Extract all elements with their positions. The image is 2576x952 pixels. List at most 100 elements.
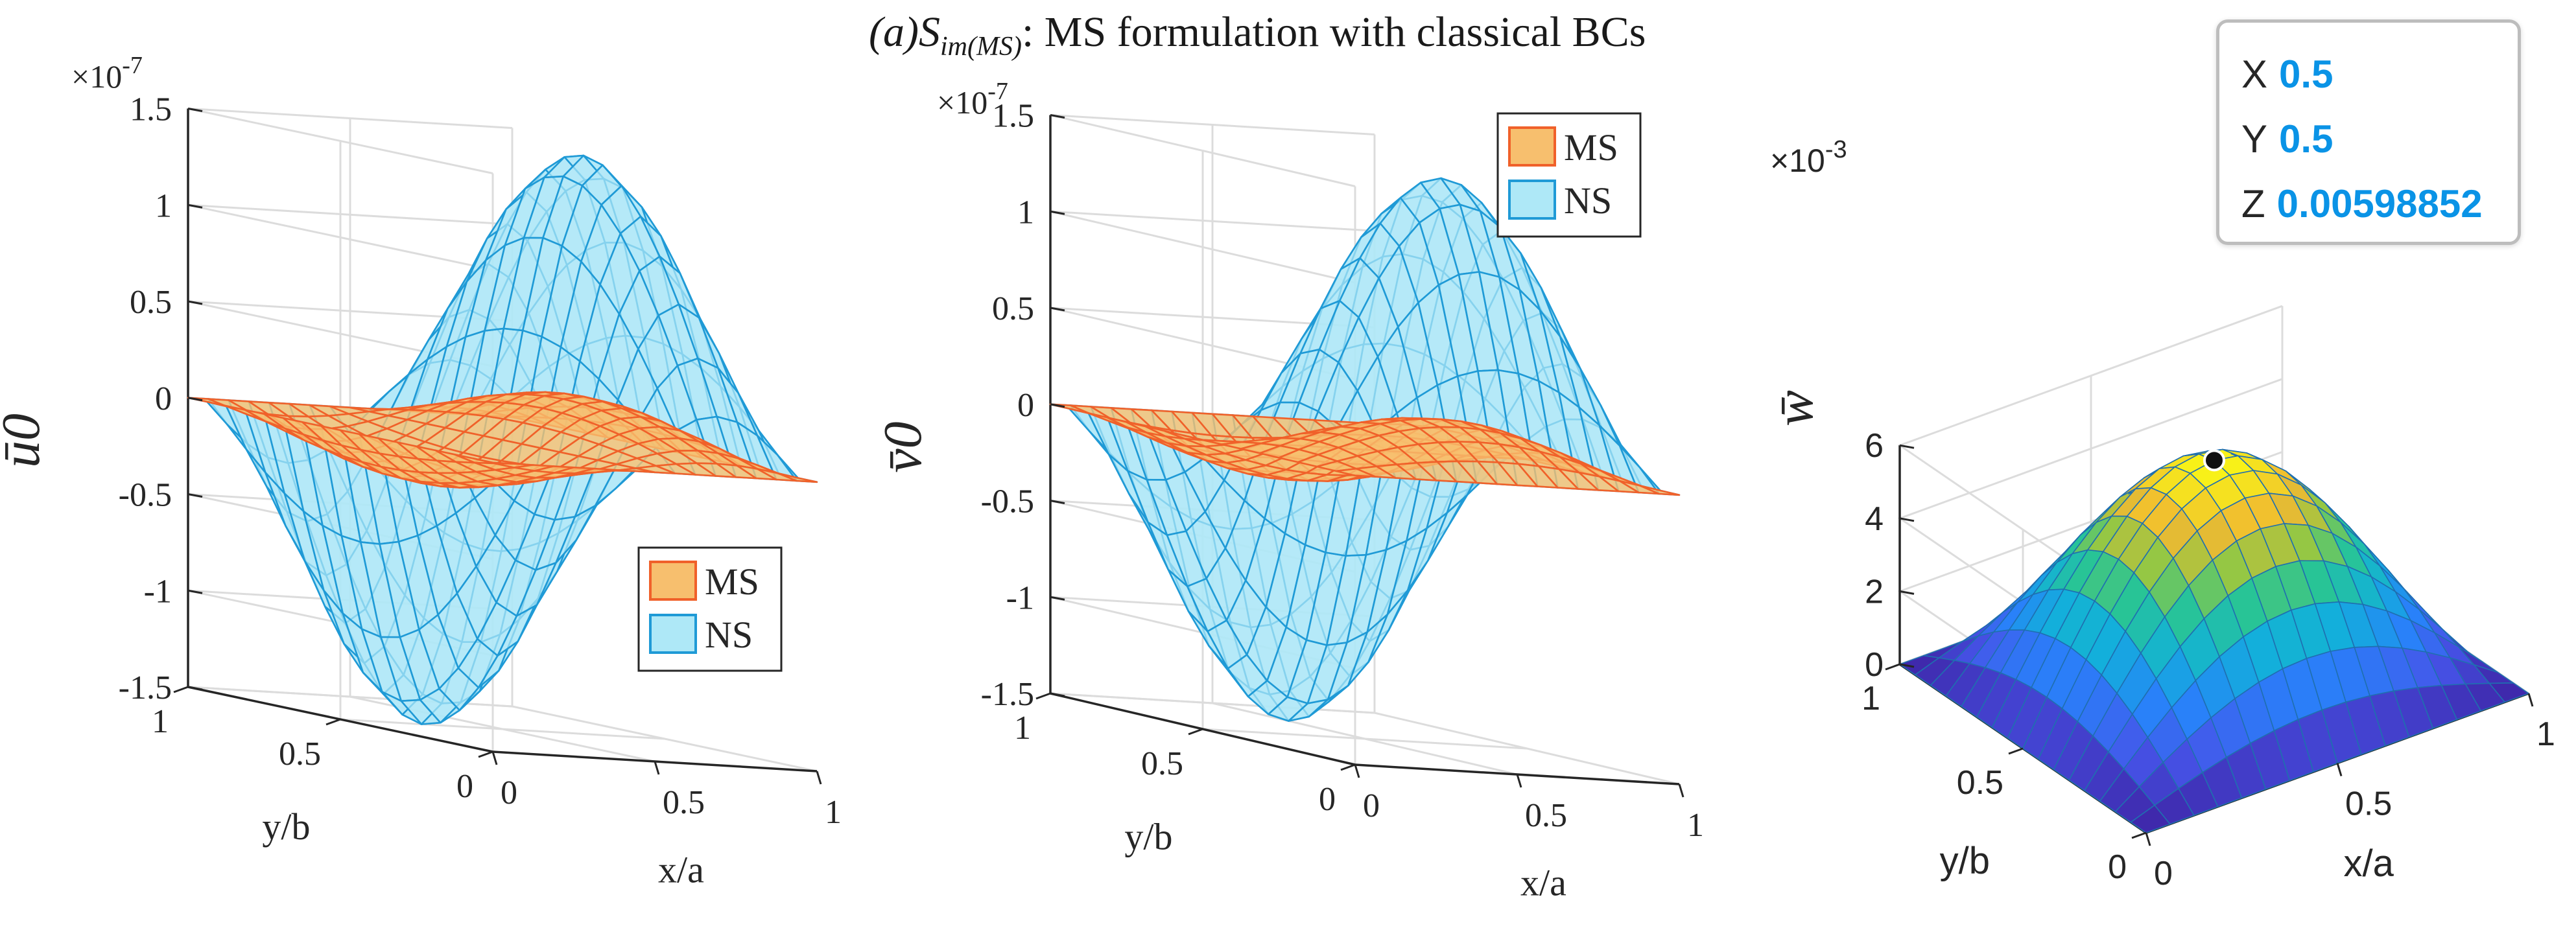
- x-tick-label: 1: [1687, 807, 1704, 844]
- v0-plot-legend[interactable]: MS NS: [1496, 112, 1642, 238]
- z-tick-mark: [1050, 500, 1065, 504]
- y-tick-mark: [1188, 728, 1203, 736]
- z-tick-mark: [187, 108, 203, 112]
- legend-swatch-ms: [649, 561, 697, 601]
- surface-patch: [2488, 682, 2529, 703]
- legend-label-ns: NS: [705, 614, 753, 656]
- surface-patch: [1639, 485, 1681, 496]
- x-tick-label: 0.5: [1525, 797, 1567, 834]
- x-tick-label: 0: [501, 774, 517, 811]
- z-tick-label: -1.5: [119, 669, 172, 706]
- x-tick-mark: [2527, 693, 2534, 707]
- w-plot-ylabel: y/b: [1940, 840, 1990, 882]
- figure-title: (a)Sim(MS): MS formulation with classica…: [869, 8, 1841, 62]
- z-tick-mark: [1899, 663, 1915, 668]
- v0-plot-ticks: -1.5 -1 -0.5 0 0.5 1 1.5 0 0.5 1 0 0.5 1: [981, 98, 1704, 844]
- datatip-x-value: 0.5: [2279, 52, 2334, 96]
- z-tick-mark: [187, 686, 203, 691]
- z-tick-mark: [1899, 444, 1915, 449]
- x-tick-label: 1: [825, 794, 842, 831]
- y-tick-label: 1: [152, 703, 169, 740]
- legend-swatch-ns: [649, 614, 697, 654]
- x-tick-label: 0.5: [663, 784, 705, 821]
- legend-label-ns: NS: [1564, 180, 1612, 222]
- z-tick-mark: [1050, 692, 1065, 697]
- v0-plot-zlabel: v̄0: [873, 421, 933, 472]
- u0-plot-exponent: ×10-7: [71, 52, 143, 95]
- x-tick-mark: [816, 771, 822, 785]
- x-tick-label: 1: [2536, 715, 2555, 753]
- y-tick-mark: [1035, 692, 1051, 700]
- legend-swatch-ns: [1508, 180, 1556, 220]
- z-tick-label: 0: [1017, 387, 1034, 424]
- v0-plot-exponent: ×10-7: [937, 78, 1008, 121]
- legend-swatch-ms: [1508, 126, 1556, 167]
- y-tick-mark: [2008, 747, 2024, 755]
- x-tick-mark: [1516, 774, 1522, 788]
- x-tick-label: 0.5: [2345, 785, 2392, 823]
- x-tick-label: 0: [1363, 787, 1380, 824]
- exponent-power: -7: [987, 78, 1008, 105]
- y-tick-label: 0.5: [279, 736, 321, 772]
- w-plot-zlabel: w̄: [1764, 390, 1825, 426]
- z-tick-mark: [1050, 114, 1065, 119]
- datatip-y-value: 0.5: [2279, 117, 2334, 161]
- x-tick-mark: [2336, 763, 2343, 776]
- z-tick-label: 0: [155, 380, 172, 417]
- y-tick-label: 1: [1861, 680, 1880, 717]
- u0-subplot[interactable]: -1.5 -1 -0.5 0 0.5 1 1.5 0 0.5 1 0 0.5 1 x/a y/b ū0 ×10-…: [0, 52, 842, 891]
- x-tick-mark: [654, 761, 660, 775]
- z-tick-mark: [1050, 210, 1065, 215]
- y-tick-mark: [1340, 763, 1356, 771]
- z-tick-mark: [187, 203, 203, 209]
- datatip-x-label: X: [2241, 52, 2268, 96]
- z-tick-label: -0.5: [119, 477, 172, 514]
- datatip-z-value: 0.00598852: [2276, 182, 2483, 226]
- y-tick-label: 0: [456, 768, 473, 805]
- z-tick-mark: [187, 397, 203, 402]
- u0-plot-zlabel: ū0: [0, 413, 51, 468]
- z-tick-label: 6: [1865, 427, 1884, 465]
- y-tick-mark: [325, 718, 341, 726]
- y-tick-label: 0: [2108, 848, 2127, 886]
- z-tick-label: 0.5: [992, 290, 1034, 327]
- surface-patch: [777, 472, 818, 483]
- title-subscript: im(MS): [939, 32, 1022, 62]
- z-tick-label: 0.5: [130, 284, 172, 321]
- x-tick-mark: [1678, 784, 1684, 798]
- z-tick-label: 2: [1865, 573, 1884, 610]
- v0-plot-series-ms: [1049, 403, 1681, 496]
- u0-plot-ylabel: y/b: [262, 806, 310, 848]
- v0-plot-ylabel: y/b: [1124, 816, 1172, 858]
- x-tick-mark: [2145, 832, 2151, 846]
- z-tick-mark: [1050, 307, 1065, 312]
- legend-label-ms: MS: [705, 561, 759, 603]
- w-plot-series-w: [1899, 448, 2529, 833]
- title-rest: : MS formulation with classical BCs: [1021, 8, 1646, 56]
- y-tick-mark: [173, 686, 189, 693]
- z-tick-label: 0: [1865, 646, 1884, 684]
- u0-plot-ticks: -1.5 -1 -0.5 0 0.5 1 1.5 0 0.5 1 0 0.5 1: [119, 91, 842, 831]
- datatip-y-row: Y 0.5: [2241, 113, 2333, 165]
- y-tick-mark: [2131, 831, 2147, 839]
- z-tick-mark: [187, 589, 203, 594]
- y-tick-label: 1: [1014, 710, 1031, 747]
- v0-subplot[interactable]: -1.5 -1 -0.5 0 0.5 1 1.5 0 0.5 1 0 0.5 1 x/a y/b v̄0 ×10…: [873, 78, 1704, 904]
- w-plot-xlabel: x/a: [2344, 842, 2394, 885]
- z-tick-label: 1.5: [992, 98, 1034, 135]
- u0-plot-legend[interactable]: MS NS: [637, 546, 783, 672]
- z-tick-label: 1: [155, 187, 172, 224]
- u0-plot-series-ms: [187, 391, 818, 489]
- datatip[interactable]: X 0.5 Y 0.5 Z 0.00598852: [2216, 19, 2521, 245]
- z-tick-mark: [1899, 517, 1915, 522]
- z-tick-label: 4: [1865, 500, 1884, 538]
- title-lead: (a)S: [869, 8, 940, 56]
- legend-label-ms: MS: [1564, 126, 1618, 168]
- exponent-power: -3: [1825, 136, 1847, 163]
- datatip-x-row: X 0.5: [2241, 49, 2333, 100]
- x-tick-mark: [1354, 764, 1360, 778]
- z-tick-label: -0.5: [981, 483, 1034, 520]
